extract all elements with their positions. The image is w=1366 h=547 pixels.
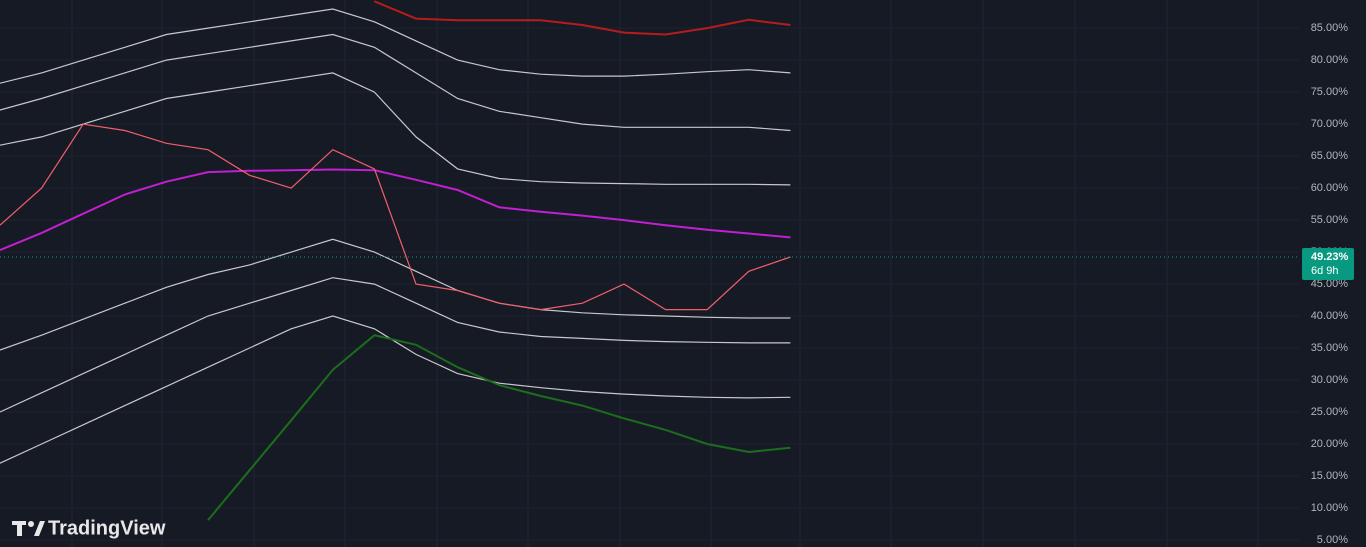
- series-line: [374, 0, 791, 36]
- y-tick-label: 45.00%: [1311, 278, 1349, 290]
- y-tick-label: 20.00%: [1311, 438, 1349, 450]
- watermark-logo: [12, 521, 45, 536]
- series-line: [0, 72, 791, 186]
- y-tick-label: 60.00%: [1311, 182, 1349, 194]
- series-line: [0, 238, 791, 351]
- y-tick-label: 85.00%: [1311, 22, 1349, 34]
- y-tick-label: 65.00%: [1311, 150, 1349, 162]
- countdown: 6d 9h: [1311, 265, 1339, 277]
- y-tick-label: 5.00%: [1317, 534, 1348, 546]
- watermark: TradingView: [48, 517, 166, 539]
- y-tick-label: 30.00%: [1311, 374, 1349, 386]
- y-tick-label: 15.00%: [1311, 470, 1349, 482]
- y-tick-label: 55.00%: [1311, 214, 1349, 226]
- y-tick-label: 10.00%: [1311, 502, 1349, 514]
- series-line: [0, 123, 791, 311]
- series-line: [207, 334, 791, 521]
- y-tick-label: 80.00%: [1311, 54, 1349, 66]
- y-tick-label: 25.00%: [1311, 406, 1349, 418]
- last-price-box: [1302, 247, 1354, 280]
- last-price-label: 49.23%: [1311, 251, 1349, 263]
- y-tick-label: 70.00%: [1311, 118, 1349, 130]
- y-tick-label: 75.00%: [1311, 86, 1349, 98]
- series-line: [0, 33, 791, 132]
- y-tick-label: 35.00%: [1311, 342, 1349, 354]
- series-line: [0, 277, 791, 413]
- y-tick-label: 40.00%: [1311, 310, 1349, 322]
- v-grid: [71, 0, 1259, 547]
- series-line: [0, 168, 791, 252]
- series-line: [0, 8, 791, 84]
- series-line: [0, 315, 791, 464]
